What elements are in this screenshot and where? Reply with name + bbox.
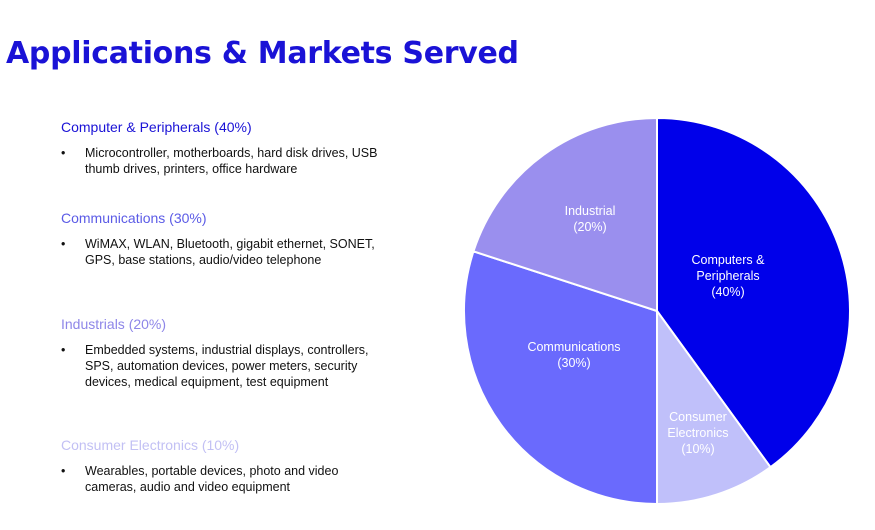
pie-slice-label: Communications (30%): [527, 340, 620, 370]
bullet-icon: •: [61, 237, 66, 251]
section-heading: Industrials (20%): [61, 316, 167, 332]
list-item: • Wearables, portable devices, photo and …: [61, 463, 381, 495]
pie-slice: [656, 307, 772, 506]
bullet-icon: •: [61, 464, 66, 478]
bullet-list: • Embedded systems, industrial displays, …: [61, 342, 381, 390]
bullet-icon: •: [61, 343, 66, 357]
bullet-icon: •: [61, 146, 66, 160]
bullet-list: • Wearables, portable devices, photo and …: [61, 463, 381, 495]
pie-slice: [656, 116, 851, 469]
pie-slice-label: Industrial (20%): [565, 204, 616, 234]
list-item: • WiMAX, WLAN, Bluetooth, gigabit etherne…: [61, 236, 381, 268]
section-heading: Computer & Peripherals (40%): [61, 119, 252, 135]
section-computer-peripherals: Computer & Peripherals (40%) • Microcontr…: [61, 119, 381, 177]
bullet-list: • WiMAX, WLAN, Bluetooth, gigabit etherne…: [61, 236, 381, 268]
list-item: • Embedded systems, industrial displays, …: [61, 342, 381, 390]
bullet-list: • Microcontroller, motherboards, hard dis…: [61, 145, 381, 177]
list-item: • Microcontroller, motherboards, hard dis…: [61, 145, 381, 177]
list-item-text: Wearables, portable devices, photo and v…: [85, 464, 339, 494]
section-industrials: Industrials (20%) • Embedded systems, ind…: [61, 316, 381, 390]
list-item-text: Microcontroller, motherboards, hard disk…: [85, 146, 378, 176]
pie-slice: [472, 116, 658, 313]
section-consumer-electronics: Consumer Electronics (10%) • Wearables, p…: [61, 437, 381, 495]
list-item-text: WiMAX, WLAN, Bluetooth, gigabit ethernet…: [85, 237, 375, 267]
section-heading: Communications (30%): [61, 210, 207, 226]
pie-slice-label: Computers & Peripherals (40%): [692, 253, 766, 299]
page-title: Applications & Markets Served: [6, 36, 519, 71]
list-item-text: Embedded systems, industrial displays, c…: [85, 343, 369, 389]
section-communications: Communications (30%) • WiMAX, WLAN, Bluet…: [61, 210, 381, 268]
pie-slice: [463, 250, 658, 506]
section-heading: Consumer Electronics (10%): [61, 437, 240, 453]
pie-slice-label: Consumer Electronics (10%): [667, 410, 728, 456]
